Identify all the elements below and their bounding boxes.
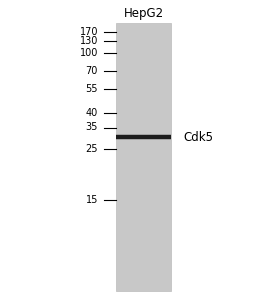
Bar [116,22,171,291]
Text: 100: 100 [79,47,98,58]
Text: 40: 40 [86,107,98,118]
Text: 15: 15 [86,195,98,206]
Text: Cdk5: Cdk5 [184,131,214,144]
Text: HepG2: HepG2 [123,7,164,20]
Text: 35: 35 [86,122,98,133]
Text: 55: 55 [86,84,98,94]
Text: 70: 70 [86,66,98,76]
Text: 130: 130 [79,36,98,46]
Text: 170: 170 [79,27,98,38]
Text: 25: 25 [86,143,98,154]
